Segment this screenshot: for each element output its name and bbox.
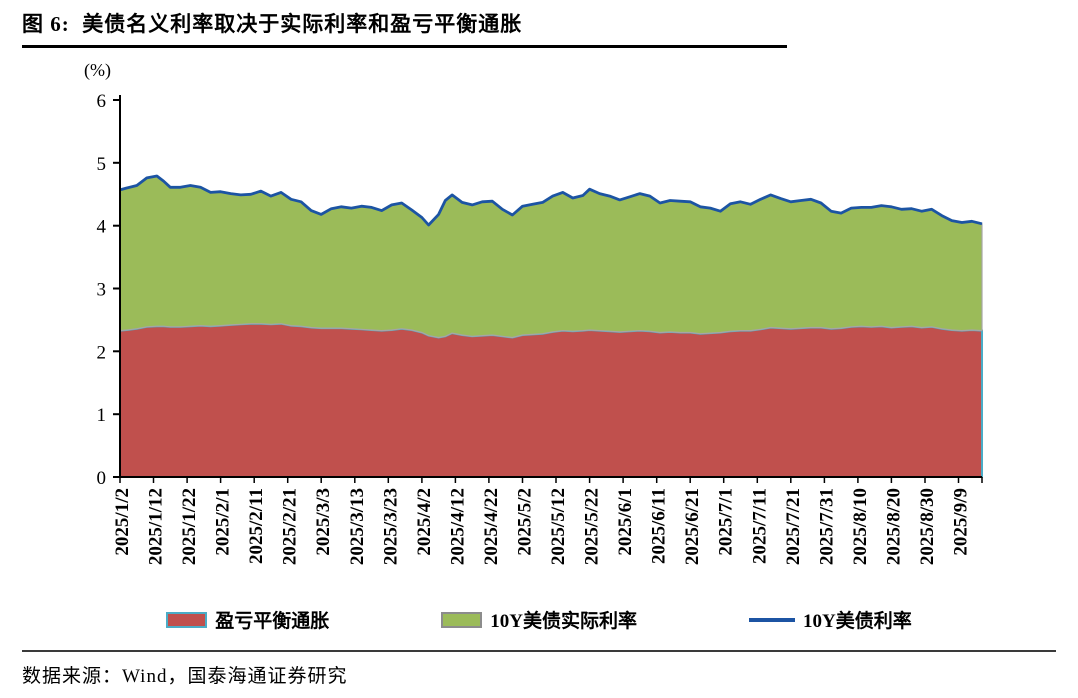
x-tick-label: 2025/3/3	[313, 488, 334, 556]
x-tick-label: 2025/9/9	[951, 488, 972, 556]
x-tick-label: 2025/2/1	[213, 488, 234, 556]
stacked-area-chart: 0 1 2 3 4 5 6 2025/1/2 2025/1/12 2025/1/22 2025/2/…	[97, 91, 983, 565]
x-tick-label: 2025/1/12	[146, 488, 167, 565]
y-tick-label: 0	[97, 468, 107, 489]
y-axis-unit-label: (%)	[84, 60, 111, 80]
x-tick-label: 2025/5/2	[515, 488, 536, 556]
x-tick-label: 2025/6/1	[615, 488, 636, 556]
y-tick-label: 3	[97, 280, 107, 301]
legend-item-breakeven: 盈亏平衡通胀	[166, 606, 329, 633]
x-tick-label: 2025/2/21	[280, 488, 301, 565]
x-tick-label: 2025/8/30	[917, 488, 938, 565]
x-tick-label: 2025/2/11	[246, 488, 267, 564]
legend-item-nominal-rate: 10Y美债利率	[749, 606, 912, 633]
chart-legend: 盈亏平衡通胀 10Y美债实际利率 10Y美债利率	[0, 606, 1078, 633]
data-source: 数据来源：Wind，国泰海通证券研究	[22, 650, 1056, 688]
x-tick-label: 2025/1/22	[179, 488, 200, 565]
breakeven-area-swatch	[166, 611, 208, 628]
legend-label-nominal-rate: 10Y美债利率	[803, 611, 912, 632]
y-tick-label: 1	[97, 405, 107, 426]
y-tick-label: 4	[97, 217, 107, 238]
x-tick-label: 2025/5/22	[582, 488, 603, 565]
x-tick-label: 2025/4/22	[481, 488, 502, 565]
legend-label-breakeven: 盈亏平衡通胀	[215, 611, 330, 632]
x-tick-label: 2025/8/10	[850, 488, 871, 565]
x-tick-label: 2025/8/20	[883, 488, 904, 565]
line-nominal-rate	[119, 174, 983, 227]
legend-label-real-rate: 10Y美债实际利率	[490, 611, 637, 632]
y-tick-label: 2	[97, 342, 107, 363]
figure-title: 图 6: 美债名义利率取决于实际利率和盈亏平衡通胀	[22, 8, 787, 48]
x-tick-label: 2025/7/21	[783, 488, 804, 565]
y-tick-label: 5	[97, 154, 107, 175]
x-tick-label: 2025/5/12	[548, 488, 569, 565]
real-rate-area-swatch	[441, 611, 483, 628]
area-real-rate	[119, 175, 983, 339]
x-tick-label: 2025/3/13	[347, 488, 368, 565]
x-tick-label: 2025/6/11	[649, 488, 670, 564]
x-tick-label: 2025/4/12	[447, 488, 468, 565]
legend-item-real-rate: 10Y美债实际利率	[441, 606, 637, 633]
nominal-rate-line-swatch	[749, 617, 795, 622]
x-tick-label: 2025/7/1	[716, 488, 737, 556]
x-tick-label: 2025/7/11	[749, 488, 770, 564]
x-tick-label: 2025/1/2	[112, 488, 133, 556]
area-breakeven-inflation	[119, 322, 983, 478]
x-tick-label: 2025/6/21	[682, 488, 703, 565]
x-tick-label: 2025/4/2	[414, 488, 435, 556]
y-tick-label: 6	[97, 91, 107, 112]
x-tick-label: 2025/3/23	[380, 488, 401, 565]
x-tick-label: 2025/7/31	[816, 488, 837, 565]
